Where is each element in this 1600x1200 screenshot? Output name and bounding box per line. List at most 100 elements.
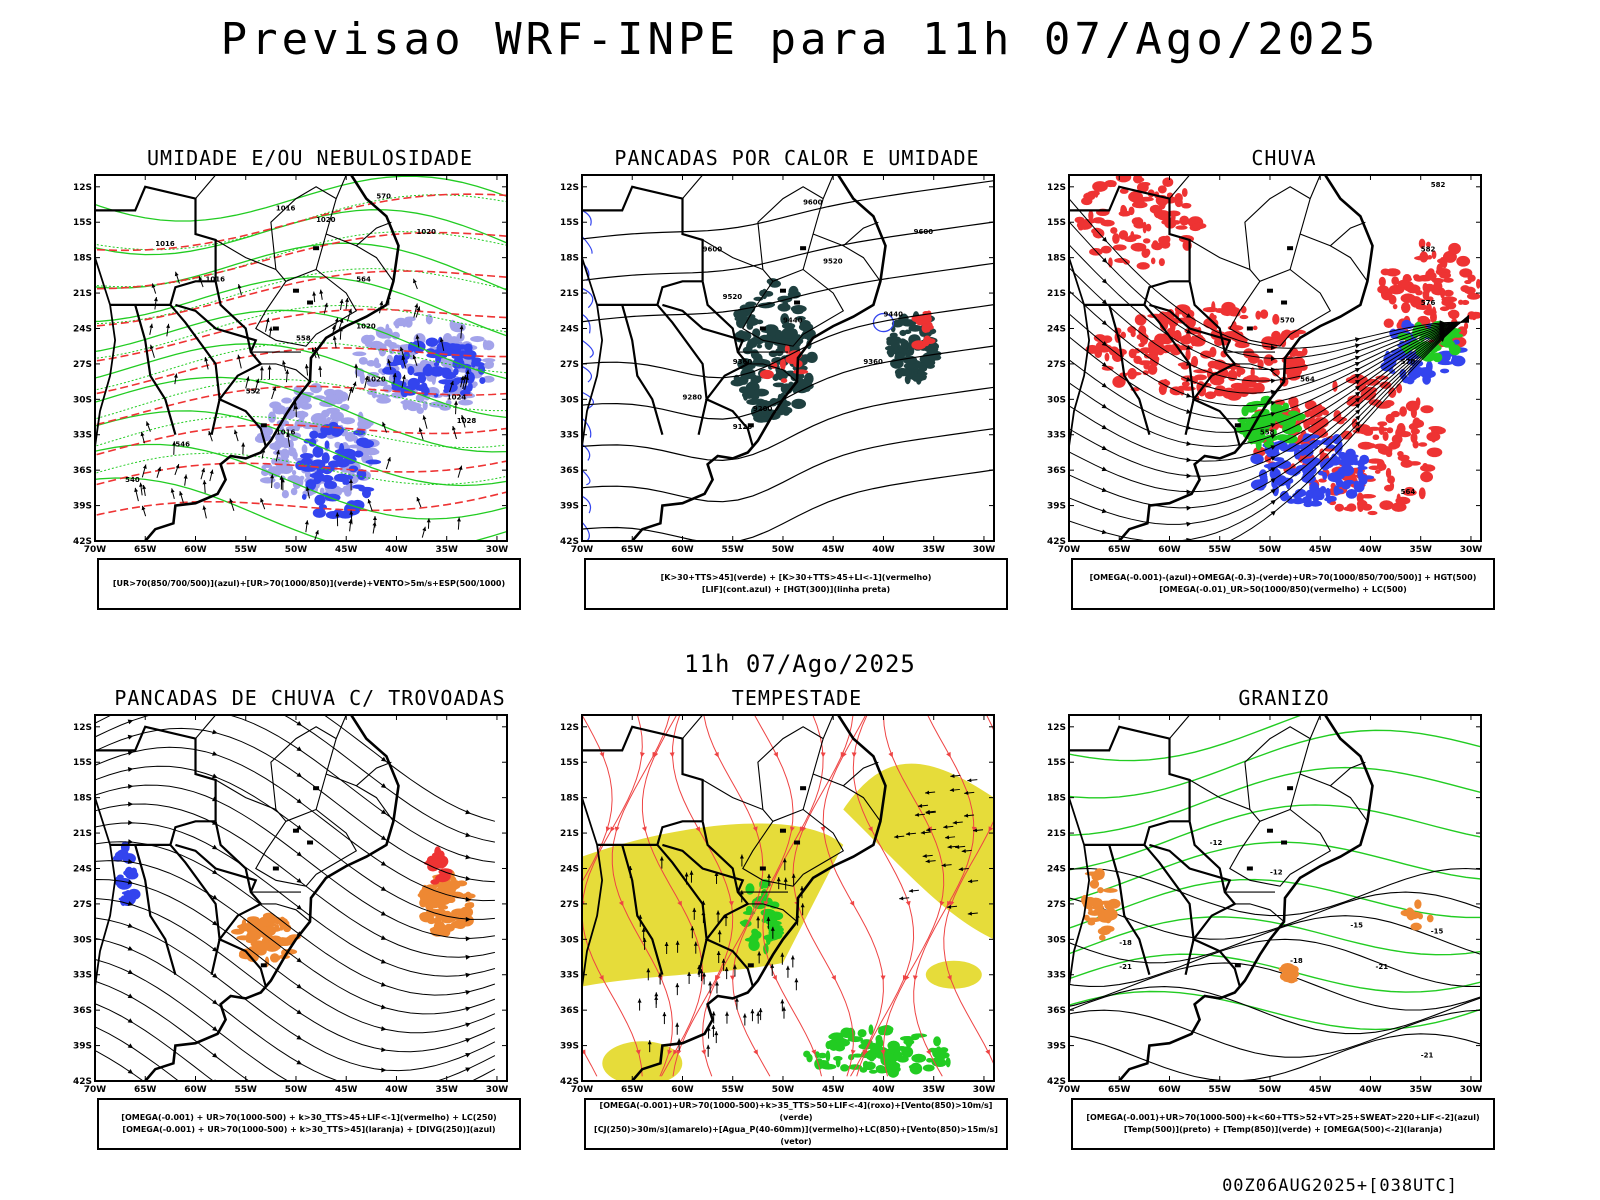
field-patch [1280, 963, 1295, 973]
country-border [134, 304, 177, 436]
field-patch [1100, 245, 1112, 254]
flow-arrow-icon [1270, 356, 1276, 362]
field-patch [1404, 486, 1415, 493]
field-patch [1397, 279, 1410, 288]
field-patch [358, 356, 368, 365]
lake-icon [1246, 866, 1253, 871]
wind-arrow-icon [780, 999, 785, 1004]
contour-label: 1020 [417, 228, 437, 236]
streamline [1069, 220, 1469, 360]
field-patch [384, 339, 393, 347]
lat-tick-label: 42S [560, 1077, 579, 1087]
state-border [802, 269, 845, 335]
country-border [582, 185, 704, 282]
wind-arrow-icon [344, 297, 349, 303]
wind-arrow-icon [967, 778, 972, 783]
streamline-850 [822, 715, 884, 1077]
streamline-850 [943, 715, 994, 1066]
wind-arrow-icon [914, 812, 920, 817]
state-border [355, 761, 392, 787]
wind-arrow-icon [146, 421, 150, 426]
field-patch [241, 919, 247, 930]
lon-tick-label: 30W [1460, 1085, 1483, 1095]
field-patch [939, 1052, 945, 1064]
flow-arrow-icon [820, 752, 826, 758]
wind-arrow-icon [782, 1006, 786, 1011]
field-patch [301, 493, 307, 500]
thickness-contour [95, 491, 507, 517]
field-patch [1094, 868, 1105, 880]
flow-arrow-icon [985, 1049, 990, 1055]
lon-tick-label: 35W [922, 545, 945, 555]
geopotential-contour [582, 386, 994, 462]
wind-arrow-icon [926, 827, 931, 832]
wind-arrow-icon [964, 791, 969, 795]
wind-arrow-icon [642, 937, 647, 942]
country-border [1068, 797, 1091, 987]
wind-arrow-icon [170, 488, 175, 493]
field-patch [316, 432, 327, 439]
field-patch [1426, 447, 1443, 458]
field-patch [441, 917, 454, 924]
wind-arrow-icon [967, 911, 972, 916]
field-patch [1185, 348, 1191, 361]
wind-arrow-icon [439, 337, 444, 343]
state-border [195, 714, 217, 739]
lifted-index-contour [582, 469, 591, 486]
lon-tick-label: 30W [486, 1085, 509, 1095]
field-patch [1476, 278, 1481, 289]
field-patch [1114, 258, 1129, 264]
field-patch [804, 372, 814, 385]
lat-tick-label: 36S [73, 1006, 92, 1016]
flow-arrow-icon [863, 1049, 869, 1055]
country-border [1069, 185, 1191, 282]
wind-arrow-icon [794, 978, 799, 983]
field-patch [1157, 311, 1172, 324]
wind-arrow-icon [268, 326, 273, 331]
field-patch [1322, 471, 1328, 481]
field-patch [1459, 268, 1473, 278]
field-patch [356, 469, 367, 481]
field-patch [785, 355, 799, 364]
field-patch [404, 316, 416, 322]
flow-arrow-icon [599, 751, 605, 758]
country-border [656, 820, 708, 975]
state-border [702, 714, 834, 822]
flow-arrow-icon [1101, 487, 1108, 493]
field-patch [1173, 220, 1181, 225]
state-border [1234, 363, 1285, 383]
field-patch [262, 912, 275, 920]
temperature-850-contour [1069, 841, 1481, 902]
field-patch [1367, 510, 1378, 516]
lat-tick-label: 24S [560, 864, 579, 874]
field-patch [1426, 431, 1441, 442]
field-patch [1181, 202, 1192, 209]
field-patch [1142, 238, 1151, 244]
field-patch [1379, 463, 1387, 471]
field-patch [334, 399, 343, 405]
country-border [656, 280, 708, 435]
flow-arrow-icon [1101, 403, 1108, 409]
field-patch [1332, 380, 1338, 392]
field-patch [1441, 299, 1451, 306]
flow-arrow-icon [1186, 344, 1192, 350]
flow-arrow-icon [212, 844, 218, 850]
field-patch [1426, 241, 1431, 248]
wind-arrow-icon [349, 510, 354, 515]
low-level-humidity-contour [95, 415, 507, 448]
field-patch [419, 912, 432, 921]
legend-box: [UR>70(850/700/500)](azul)+[UR>70(1000/8… [97, 558, 521, 610]
flow-arrow-icon [296, 720, 302, 726]
wind-arrow-icon [460, 415, 465, 420]
contour-label: 558 [1260, 429, 1275, 437]
temperature-500-contour [1069, 915, 1481, 964]
field-patch [460, 893, 476, 899]
field-patch [1349, 373, 1366, 384]
field-patch [1400, 293, 1416, 303]
lon-tick-label: 35W [922, 1085, 945, 1095]
flow-arrow-icon [641, 826, 647, 832]
field-patch [745, 883, 755, 895]
field-patch [348, 465, 359, 473]
jet-stream-area [925, 960, 982, 989]
